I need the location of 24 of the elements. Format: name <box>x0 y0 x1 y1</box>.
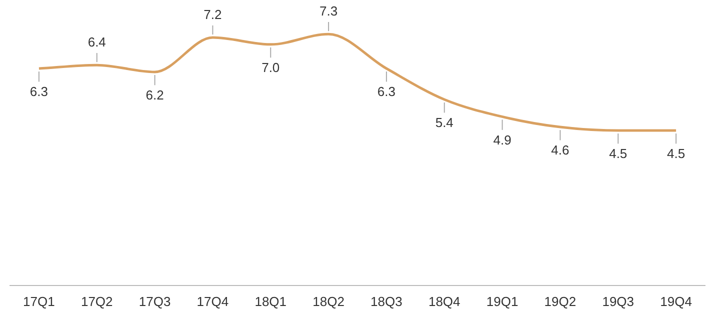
x-tick-label: 19Q3 <box>602 294 634 309</box>
data-label: 6.2 <box>146 88 164 103</box>
x-tick-label: 18Q2 <box>312 294 344 309</box>
data-label: 7.3 <box>320 4 338 19</box>
x-tick-label: 18Q3 <box>370 294 402 309</box>
x-tick-label: 17Q2 <box>80 294 113 309</box>
data-label: 5.4 <box>435 115 454 130</box>
x-tick-label: 18Q1 <box>254 294 287 309</box>
data-label: 4.9 <box>493 132 512 148</box>
data-label: 7.2 <box>204 7 222 22</box>
x-tick-label: 17Q4 <box>196 294 229 309</box>
data-label: 6.3 <box>377 84 396 100</box>
x-tick-label: 17Q3 <box>138 294 171 309</box>
data-label: 4.5 <box>667 146 686 162</box>
data-label: 4.6 <box>551 142 570 158</box>
x-tick-label: 19Q1 <box>486 294 518 309</box>
data-label: 7.0 <box>262 60 280 76</box>
data-label: 4.5 <box>609 146 628 162</box>
data-label: 6.3 <box>30 84 48 100</box>
x-tick-label: 19Q2 <box>544 294 576 309</box>
x-tick-label: 18Q4 <box>428 294 460 309</box>
data-label: 6.4 <box>88 34 106 50</box>
x-tick-label: 19Q4 <box>660 294 692 309</box>
x-tick-label: 17Q1 <box>23 294 55 309</box>
